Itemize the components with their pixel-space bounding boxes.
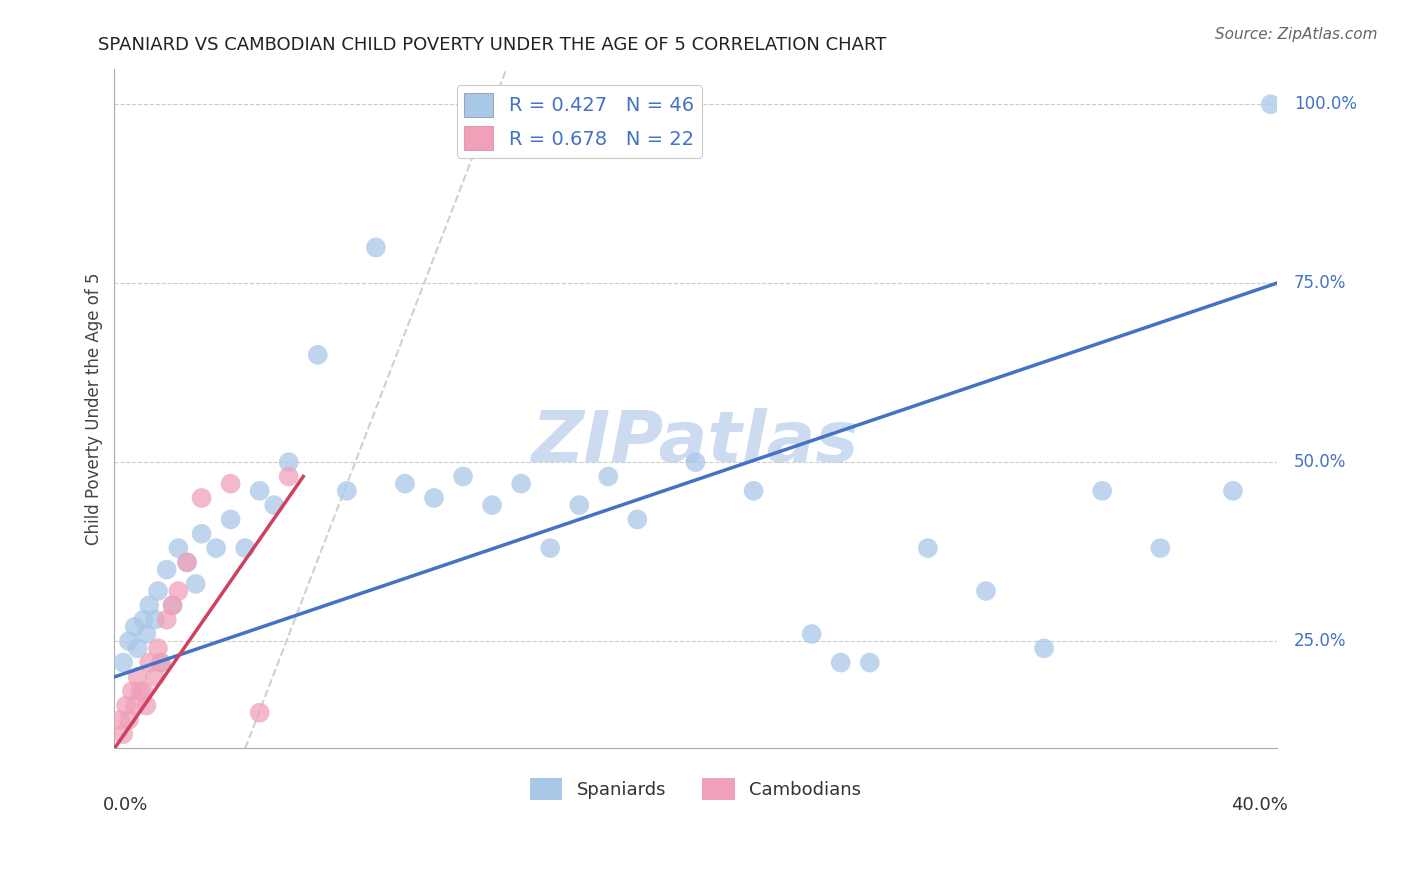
Point — [176, 555, 198, 569]
Text: 75.0%: 75.0% — [1294, 274, 1347, 293]
Point — [481, 498, 503, 512]
Point — [626, 512, 648, 526]
Text: Source: ZipAtlas.com: Source: ZipAtlas.com — [1215, 27, 1378, 42]
Text: 0.0%: 0.0% — [103, 796, 148, 814]
Point — [451, 469, 474, 483]
Text: SPANIARD VS CAMBODIAN CHILD POVERTY UNDER THE AGE OF 5 CORRELATION CHART: SPANIARD VS CAMBODIAN CHILD POVERTY UNDE… — [98, 36, 887, 54]
Point — [974, 584, 997, 599]
Point — [1091, 483, 1114, 498]
Point — [124, 620, 146, 634]
Point — [394, 476, 416, 491]
Point — [598, 469, 620, 483]
Point — [118, 713, 141, 727]
Point — [162, 599, 184, 613]
Point — [129, 684, 152, 698]
Point — [135, 698, 157, 713]
Point — [917, 541, 939, 555]
Point — [568, 498, 591, 512]
Point — [800, 627, 823, 641]
Point — [336, 483, 359, 498]
Point — [1149, 541, 1171, 555]
Point — [138, 599, 160, 613]
Point — [112, 727, 135, 741]
Point — [277, 469, 299, 483]
Point — [149, 656, 172, 670]
Legend: Spaniards, Cambodians: Spaniards, Cambodians — [523, 771, 869, 807]
Point — [143, 613, 166, 627]
Point — [742, 483, 765, 498]
Point — [167, 541, 190, 555]
Point — [110, 713, 132, 727]
Point — [830, 656, 852, 670]
Point — [263, 498, 285, 512]
Point — [132, 613, 155, 627]
Point — [233, 541, 256, 555]
Point — [307, 348, 329, 362]
Point — [364, 240, 387, 254]
Point — [510, 476, 533, 491]
Text: 25.0%: 25.0% — [1294, 632, 1347, 650]
Point — [167, 584, 190, 599]
Point — [205, 541, 228, 555]
Point — [115, 698, 138, 713]
Point — [149, 656, 172, 670]
Point — [249, 706, 271, 720]
Point — [112, 656, 135, 670]
Text: 100.0%: 100.0% — [1294, 95, 1357, 113]
Point — [162, 599, 184, 613]
Point — [118, 634, 141, 648]
Point — [156, 563, 179, 577]
Point — [190, 526, 212, 541]
Point — [219, 512, 242, 526]
Point — [1033, 641, 1056, 656]
Y-axis label: Child Poverty Under the Age of 5: Child Poverty Under the Age of 5 — [86, 272, 103, 545]
Point — [1260, 97, 1282, 112]
Point — [156, 613, 179, 627]
Point — [135, 627, 157, 641]
Point — [132, 684, 155, 698]
Point — [127, 641, 149, 656]
Point — [176, 555, 198, 569]
Point — [1222, 483, 1244, 498]
Point — [423, 491, 446, 505]
Point — [146, 584, 169, 599]
Point — [190, 491, 212, 505]
Point — [685, 455, 707, 469]
Point — [143, 670, 166, 684]
Point — [277, 455, 299, 469]
Point — [538, 541, 561, 555]
Point — [859, 656, 882, 670]
Point — [138, 656, 160, 670]
Point — [184, 577, 207, 591]
Text: 40.0%: 40.0% — [1232, 796, 1288, 814]
Point — [249, 483, 271, 498]
Point — [146, 641, 169, 656]
Point — [127, 670, 149, 684]
Text: ZIPatlas: ZIPatlas — [531, 408, 859, 477]
Point — [219, 476, 242, 491]
Text: 50.0%: 50.0% — [1294, 453, 1347, 471]
Point — [121, 684, 143, 698]
Point — [124, 698, 146, 713]
